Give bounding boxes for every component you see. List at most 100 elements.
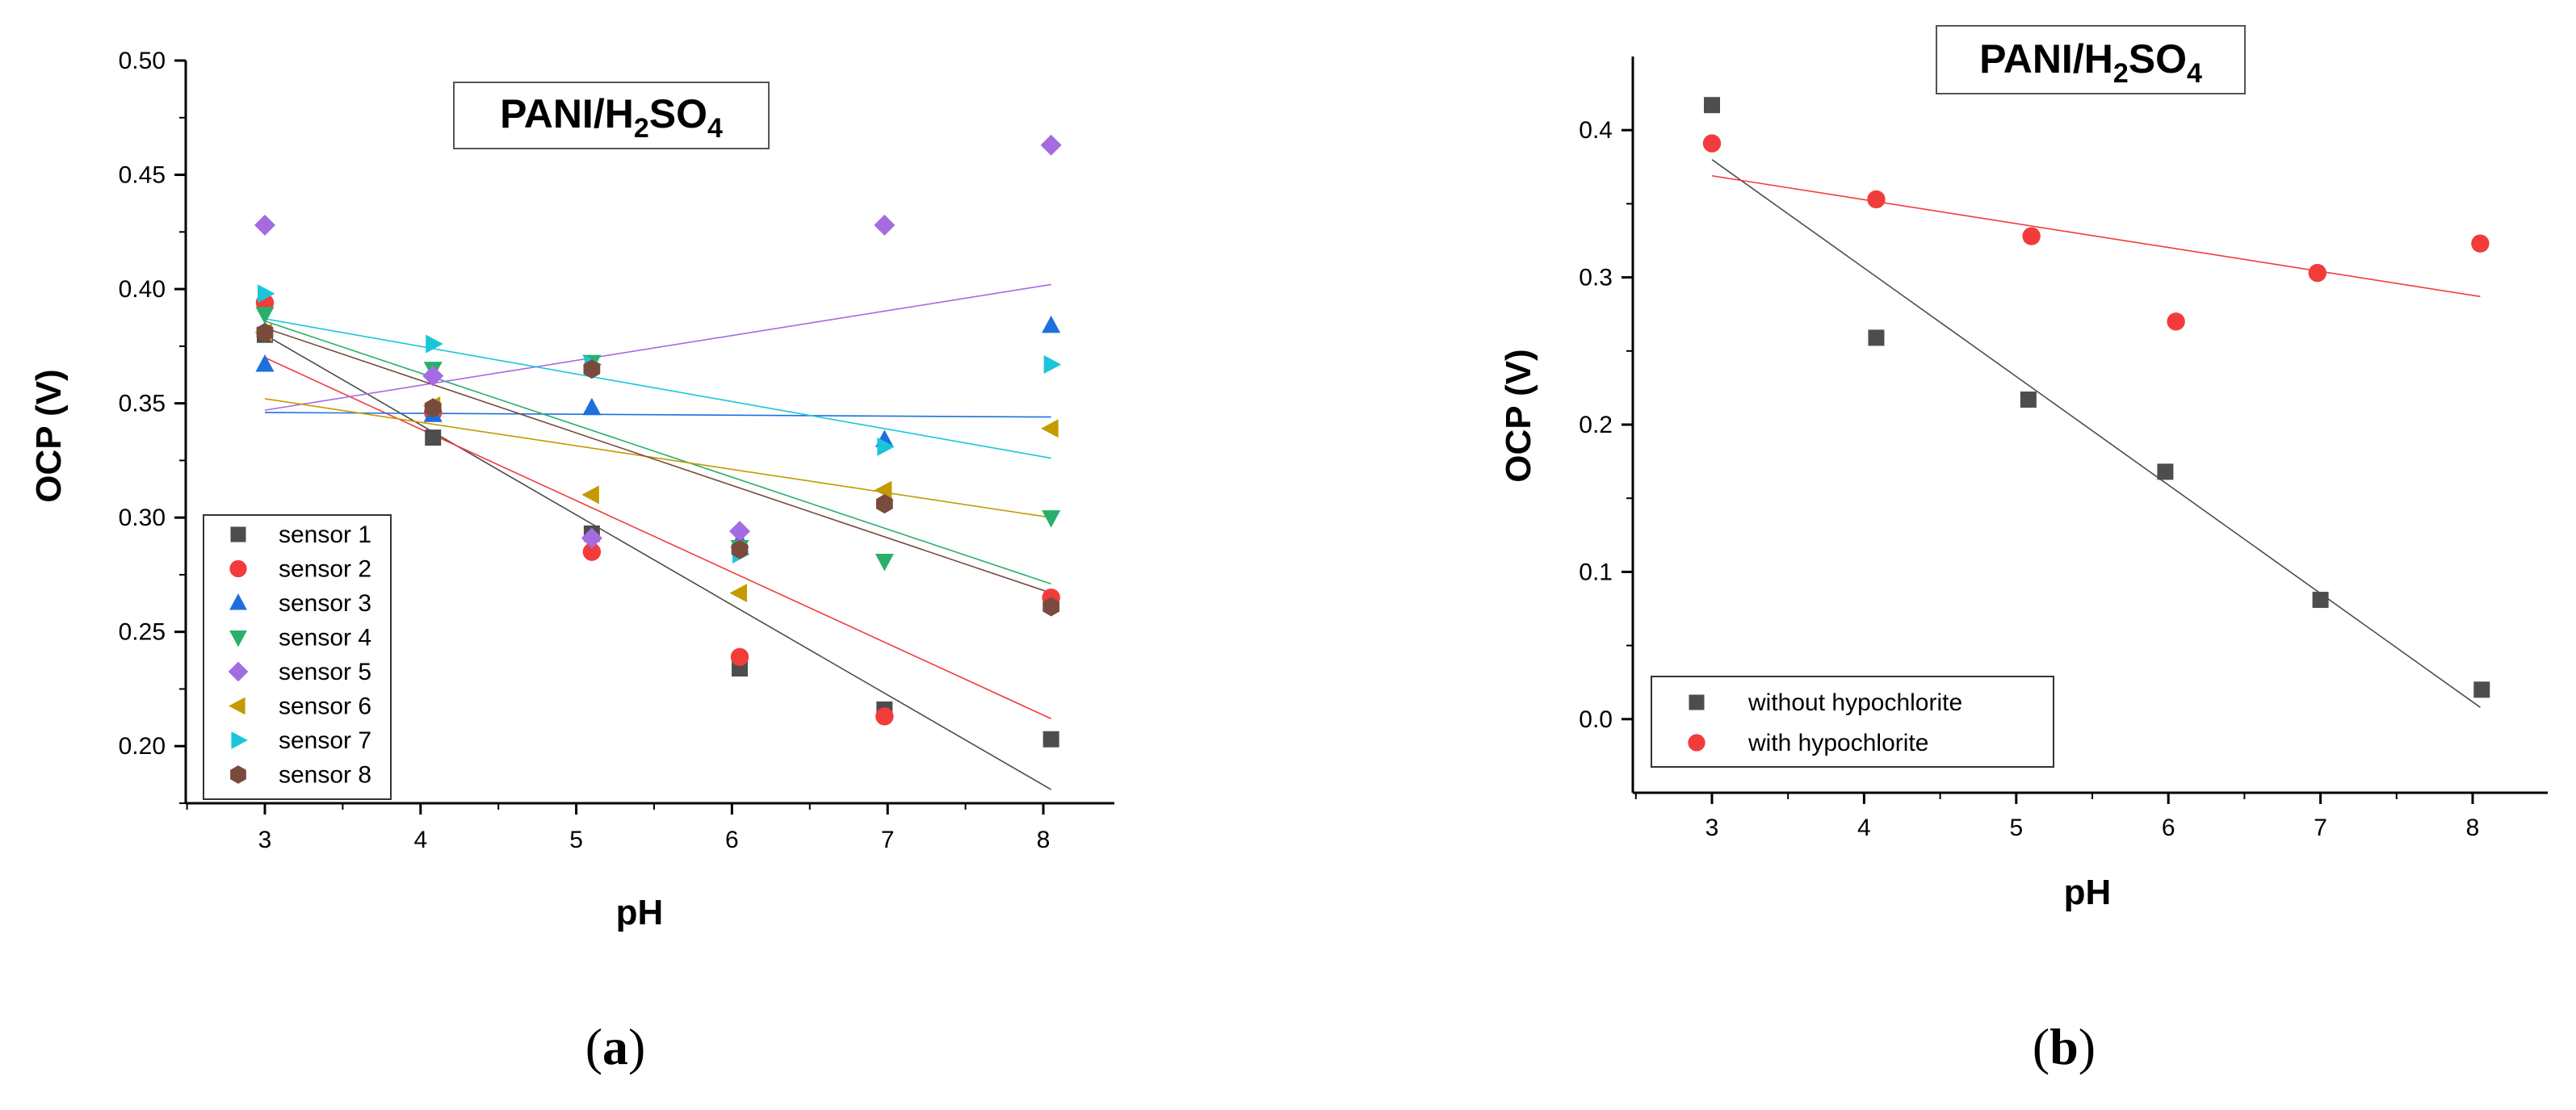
legend-label: sensor 8 (279, 762, 371, 789)
panel-a-x-tick-label: 8 (1037, 827, 1051, 853)
fit-line-sensor-4 (264, 320, 1051, 585)
point-without-hypochlorite (2312, 592, 2329, 609)
fit-line-sensor-2 (264, 357, 1051, 719)
point-sensor-2 (875, 707, 894, 726)
point-sensor-8 (424, 398, 442, 418)
point-sensor-5 (422, 365, 444, 387)
fit-line-without-hypochlorite (1711, 159, 2481, 708)
point-sensor-4 (875, 553, 894, 572)
point-sensor-5 (874, 214, 896, 236)
point-without-hypochlorite (2157, 463, 2174, 480)
panel-a-fit-lines (264, 283, 1052, 790)
point-sensor-8 (731, 539, 749, 559)
point-sensor-2 (730, 647, 749, 667)
panel-b-title: PANI/H2SO4 (1979, 36, 2202, 89)
panel-a-caption: (a) (585, 1018, 646, 1075)
panel-a-x-tick-label: 5 (569, 827, 583, 853)
legend-label: sensor 1 (279, 521, 371, 548)
panel-a-y-axis-title: OCP (V) (29, 369, 69, 502)
panel-b-y-tick-label: 0.1 (1579, 559, 1613, 585)
point-with-hypochlorite (2308, 263, 2327, 283)
legend-label: sensor 4 (279, 625, 371, 651)
legend-marker-sensor-3 (229, 593, 247, 610)
point-sensor-6 (1041, 419, 1059, 438)
panel-b-title-box: PANI/H2SO4 (1936, 25, 2246, 94)
legend-marker-with-hypochlorite (1688, 734, 1705, 752)
fit-line-sensor-8 (264, 327, 1051, 594)
point-sensor-6 (581, 485, 599, 505)
panel-a-points (254, 134, 1062, 748)
point-with-hypochlorite (2022, 227, 2041, 245)
panel-a-y-tick-label: 0.20 (119, 733, 166, 760)
panel-b-x-tick-label: 3 (1705, 815, 1719, 841)
panel-a-x-tick-label: 7 (881, 827, 895, 853)
panel-a-title: PANI/H2SO4 (500, 91, 723, 144)
legend-marker-sensor-1 (230, 526, 246, 542)
panel-a-ticks: 3 4 5 6 7 8 0.20 0.25 0.30 0.35 0.40 0.45 0.50 (119, 48, 1051, 853)
legend-marker-sensor-7 (231, 731, 248, 749)
fit-line-with-hypochlorite (1711, 174, 2481, 298)
legend-label: sensor 6 (279, 693, 371, 720)
panel-a-x-tick-label: 6 (725, 827, 739, 853)
panel-a: 3 4 5 6 7 8 0.20 0.25 0.30 0.35 0.40 0.45 0.50 PANI/… (29, 48, 1114, 1075)
panel-a-y-tick-label: 0.30 (119, 505, 166, 531)
panel-a-y-tick-label: 0.35 (119, 391, 166, 417)
panel-b-y-tick-label: 0.2 (1579, 412, 1613, 438)
legend-marker-without-hypochlorite (1689, 694, 1705, 710)
point-sensor-8 (583, 359, 601, 379)
point-sensor-4 (255, 307, 275, 325)
panel-a-title-box: PANI/H2SO4 (453, 82, 770, 149)
fit-line-sensor-5 (264, 283, 1051, 411)
point-with-hypochlorite (1867, 190, 1886, 209)
legend-marker-sensor-8 (230, 765, 246, 784)
point-sensor-5 (729, 521, 751, 542)
panel-b-ticks: 3 4 5 6 7 8 0.0 0.1 0.2 0.3 0.4 (1579, 117, 2479, 841)
fit-line-sensor-7 (264, 318, 1051, 459)
legend-label: sensor 3 (279, 590, 371, 617)
panel-a-legend: sensor 1 sensor 2 sensor 3 sensor 4 sensor 5… (203, 514, 392, 800)
panel-a-x-tick-label: 3 (258, 827, 272, 853)
panel-a-y-tick-label: 0.50 (119, 48, 166, 74)
point-without-hypochlorite (1704, 97, 1720, 114)
point-sensor-5 (1040, 134, 1062, 156)
panel-b-y-tick-label: 0.0 (1579, 706, 1613, 733)
panel-a-y-tick-label: 0.40 (119, 276, 166, 303)
panel-b-y-axis-title: OCP (V) (1499, 349, 1538, 482)
point-with-hypochlorite (1702, 134, 1722, 153)
point-sensor-3 (1042, 315, 1061, 333)
point-without-hypochlorite (2020, 391, 2037, 408)
point-sensor-5 (581, 527, 602, 549)
point-sensor-3 (255, 354, 275, 372)
panel-b-x-tick-label: 7 (2314, 815, 2327, 841)
panel-b-x-tick-label: 4 (1857, 815, 1871, 841)
point-sensor-8 (1043, 597, 1060, 617)
point-with-hypochlorite (2167, 312, 2185, 331)
point-sensor-8 (875, 494, 893, 514)
point-sensor-6 (729, 584, 748, 603)
panel-a-y-tick-label: 0.25 (119, 619, 166, 646)
point-sensor-4 (1042, 510, 1061, 528)
fit-line-sensor-1 (264, 333, 1052, 790)
legend-marker-sensor-5 (228, 661, 249, 682)
panel-a-y-tick-label: 0.45 (119, 162, 166, 189)
point-sensor-8 (256, 322, 274, 342)
point-sensor-2 (582, 542, 602, 561)
panel-b-x-tick-label: 8 (2466, 815, 2480, 841)
point-sensor-1 (1043, 731, 1059, 748)
point-sensor-3 (582, 397, 602, 416)
point-sensor-7 (1043, 354, 1062, 374)
legend-marker-sensor-4 (229, 630, 247, 647)
legend-label: sensor 5 (279, 659, 371, 685)
fit-line-sensor-6 (264, 398, 1051, 518)
panel-a-x-tick-label: 4 (413, 827, 427, 853)
panel-b-x-tick-label: 5 (2009, 815, 2023, 841)
panel-b: 3 4 5 6 7 8 0.0 0.1 0.2 0.3 0.4 PANI/H2SO4 pH OCP … (1499, 25, 2548, 1075)
panel-b-y-tick-label: 0.3 (1579, 265, 1613, 291)
point-without-hypochlorite (1868, 329, 1885, 346)
panel-b-fit-lines (1711, 159, 2481, 708)
legend-marker-sensor-6 (229, 697, 245, 715)
fit-line-sensor-3 (264, 412, 1051, 418)
panel-b-y-tick-label: 0.4 (1579, 117, 1613, 144)
point-sensor-7 (258, 284, 275, 304)
